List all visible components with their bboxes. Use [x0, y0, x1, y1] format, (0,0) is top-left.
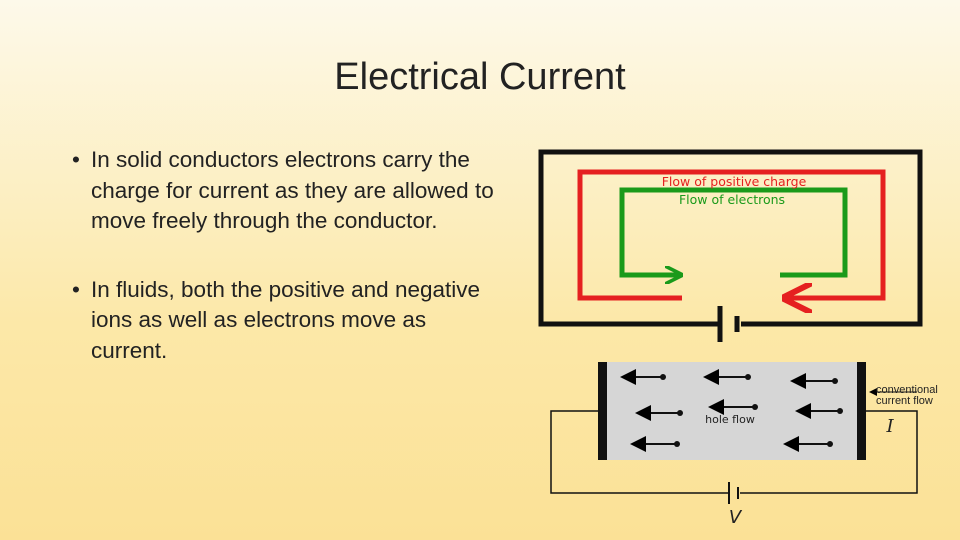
- circuit-bottom: hole flow I V: [550, 362, 918, 528]
- diagram-label: conventional current flow: [876, 384, 938, 407]
- diagram-label: hole flow: [705, 413, 755, 426]
- slide-title: Electrical Current: [334, 56, 626, 98]
- diagram-label: Flow of positive charge: [662, 174, 807, 189]
- diagram-label: I: [885, 416, 894, 437]
- circuit-top: Flow of positive charge Flow of electron…: [538, 149, 923, 342]
- diagram-label: Flow of electrons: [679, 192, 785, 207]
- bullet: In solid conductors electrons carry the …: [68, 145, 508, 237]
- diagram-label: V: [729, 507, 743, 528]
- bullet-list: In solid conductors electrons carry the …: [68, 145, 508, 404]
- bullet: In fluids, both the positive and negativ…: [68, 275, 508, 367]
